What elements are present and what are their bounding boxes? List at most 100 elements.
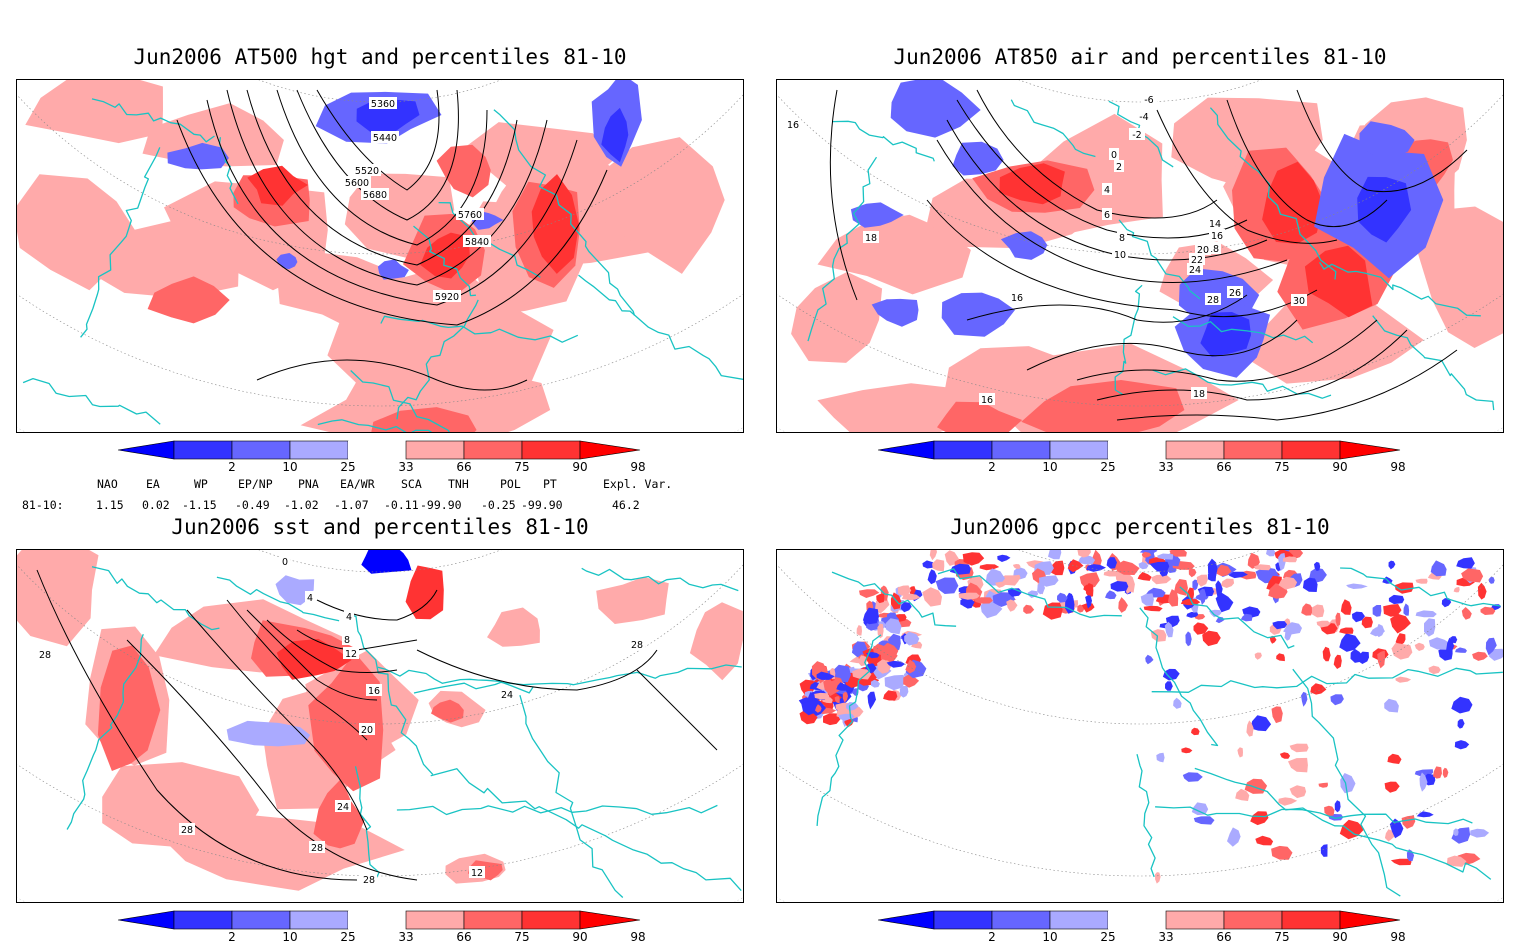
contour-label: -4 bbox=[1136, 110, 1152, 123]
colorbar-tick-label: 98 bbox=[630, 460, 646, 474]
colorbar-tick-label: 25 bbox=[1100, 930, 1116, 944]
svg-text:16: 16 bbox=[1211, 231, 1223, 242]
colorbar-tick-label: 98 bbox=[1390, 460, 1406, 474]
tele-header-pt: PT bbox=[543, 477, 557, 491]
colorbar-tick-label: 75 bbox=[1274, 460, 1290, 474]
colorbar-hgt500: 2 10 25 33 66 75 90 98 bbox=[117, 440, 646, 474]
svg-text:8: 8 bbox=[344, 635, 350, 646]
contour-label: 22 bbox=[1189, 253, 1205, 266]
tele-header-epnp: EP/NP bbox=[238, 477, 273, 491]
svg-text:18: 18 bbox=[1207, 244, 1219, 255]
colorbar-tick-label: 2 bbox=[988, 930, 996, 944]
tele-header-pol: POL bbox=[500, 477, 521, 491]
svg-text:-6: -6 bbox=[1144, 95, 1153, 106]
contour-label: 4 bbox=[305, 591, 315, 604]
svg-text:28: 28 bbox=[631, 640, 643, 651]
contour-label: 5440 bbox=[371, 131, 399, 144]
svg-text:24: 24 bbox=[337, 802, 349, 813]
tele-value-nao: 1.15 bbox=[96, 498, 124, 512]
svg-text:20: 20 bbox=[361, 725, 373, 736]
svg-text:4: 4 bbox=[307, 593, 313, 604]
tele-value-pt: -99.90 bbox=[521, 498, 563, 512]
svg-text:10: 10 bbox=[1114, 250, 1126, 261]
panel-title-hgt500: Jun2006 AT500 hgt and percentiles 81-10 bbox=[133, 45, 627, 69]
tele-header-nao: NAO bbox=[97, 477, 118, 491]
svg-text:22: 22 bbox=[1191, 255, 1203, 266]
colorbar-tick-label: 90 bbox=[572, 930, 588, 944]
svg-text:12: 12 bbox=[471, 868, 483, 879]
map-gpcc-canvas bbox=[777, 550, 1503, 902]
contour-label: 0 bbox=[1109, 148, 1119, 161]
contour-label: 4 bbox=[344, 610, 354, 623]
svg-text:28: 28 bbox=[39, 650, 51, 661]
colorbar-graphic bbox=[117, 910, 641, 930]
colorbar-tick-label: 33 bbox=[1158, 460, 1174, 474]
svg-text:5600: 5600 bbox=[345, 178, 369, 189]
contour-label: 10 bbox=[1112, 248, 1128, 261]
contour-label: 28 bbox=[309, 841, 325, 854]
contour-label: -2 bbox=[1129, 128, 1145, 141]
map-hgt500: 5360 5440 5520 5600 5680 5760 5840 5920 bbox=[16, 79, 744, 433]
tele-value-wp: -1.15 bbox=[182, 498, 217, 512]
contour-label: 5840 bbox=[463, 235, 491, 248]
tele-value-pna: -1.02 bbox=[284, 498, 319, 512]
colorbar-tick-label: 90 bbox=[1332, 930, 1348, 944]
contour-label: 5920 bbox=[433, 290, 461, 303]
panel-title-sst: Jun2006 sst and percentiles 81-10 bbox=[171, 515, 589, 539]
colorbar-tick-label: 2 bbox=[228, 460, 236, 474]
contour-label: 24 bbox=[335, 800, 351, 813]
svg-text:26: 26 bbox=[1229, 288, 1241, 299]
colorbar-graphic bbox=[117, 440, 641, 460]
contour-label: 5600 bbox=[343, 176, 371, 189]
svg-text:-2: -2 bbox=[1132, 130, 1141, 141]
colorbar-tick-label: 25 bbox=[1100, 460, 1116, 474]
tele-header-pna: PNA bbox=[298, 477, 319, 491]
svg-text:24: 24 bbox=[1189, 265, 1201, 276]
svg-text:5360: 5360 bbox=[371, 99, 395, 110]
colorbar-tick-label: 98 bbox=[1390, 930, 1406, 944]
svg-text:6: 6 bbox=[1104, 210, 1110, 221]
contour-label: 16 bbox=[785, 118, 801, 131]
svg-text:4: 4 bbox=[346, 612, 352, 623]
contour-label: 24 bbox=[499, 688, 515, 701]
contour-label: 4 bbox=[1102, 183, 1112, 196]
colorbar-air850: 2 10 25 33 66 75 90 98 bbox=[877, 440, 1406, 474]
contour-label: 18 bbox=[863, 231, 879, 244]
svg-text:18: 18 bbox=[1193, 389, 1205, 400]
contour-label: 5680 bbox=[361, 188, 389, 201]
colorbar-tick-label: 10 bbox=[1042, 460, 1058, 474]
colorbar-tick-label: 25 bbox=[340, 460, 356, 474]
colorbar-graphic bbox=[877, 910, 1401, 930]
svg-text:30: 30 bbox=[1293, 296, 1305, 307]
colorbar-tick-label: 10 bbox=[1042, 930, 1058, 944]
map-air850: -6 -4 -2 0 2 4 6 8 10 14 16 18 20 22 24 26 28 30 16 18 16 16 1… bbox=[776, 79, 1504, 433]
colorbar-tick-label: 33 bbox=[1158, 930, 1174, 944]
colorbar-tick-label: 66 bbox=[456, 930, 472, 944]
contour-label: 5520 bbox=[353, 164, 381, 177]
tele-value-tnh: -99.90 bbox=[420, 498, 462, 512]
colorbar-tick-label: 90 bbox=[572, 460, 588, 474]
colorbar-tick-label: 90 bbox=[1332, 460, 1348, 474]
contour-label: 5360 bbox=[369, 97, 397, 110]
contour-label: 28 bbox=[629, 638, 645, 651]
contour-label: 30 bbox=[1291, 294, 1307, 307]
contour-label: 8 bbox=[342, 633, 352, 646]
tele-value-sca: -0.11 bbox=[384, 498, 419, 512]
colorbar-tick-label: 98 bbox=[630, 930, 646, 944]
colorbar-tick-label: 33 bbox=[398, 460, 414, 474]
contour-label: 2 bbox=[1114, 160, 1124, 173]
svg-text:4: 4 bbox=[1104, 185, 1110, 196]
svg-text:28: 28 bbox=[311, 843, 323, 854]
colorbar-tick-label: 10 bbox=[282, 460, 298, 474]
svg-text:16: 16 bbox=[787, 120, 799, 131]
contour-label: 16 bbox=[979, 393, 995, 406]
svg-text:28: 28 bbox=[1207, 295, 1219, 306]
contour-label: 5760 bbox=[456, 208, 484, 221]
colorbar-tick-label: 66 bbox=[1216, 930, 1232, 944]
colorbar-tick-label: 75 bbox=[514, 930, 530, 944]
contour-label: -6 bbox=[1141, 93, 1157, 106]
tele-value-ea: 0.02 bbox=[142, 498, 170, 512]
svg-text:5840: 5840 bbox=[465, 237, 489, 248]
svg-text:18: 18 bbox=[865, 233, 877, 244]
